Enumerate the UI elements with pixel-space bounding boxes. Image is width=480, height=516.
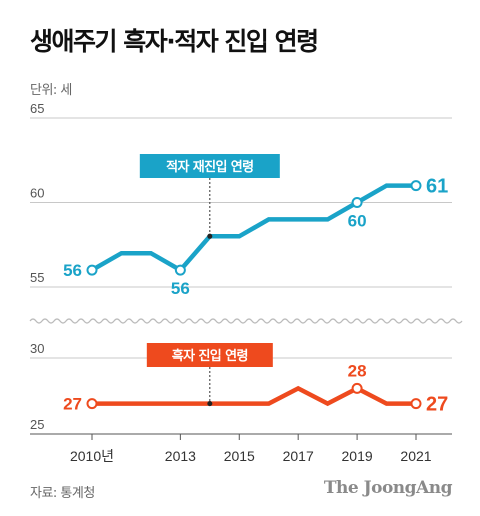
y-tick-label: 30	[30, 341, 44, 356]
data-label: 56	[63, 261, 82, 280]
source-label: 자료: 통계청	[30, 486, 95, 501]
axis-break	[29, 318, 463, 324]
data-marker	[351, 197, 363, 208]
series-line	[90, 183, 416, 273]
data-label: 61	[426, 176, 448, 198]
x-tick-label: 2017	[283, 448, 314, 464]
x-tick-label: 2015	[224, 448, 255, 464]
life-cycle-chart: 65 60 55 적자 재진입 연령 56 56 60 61 30 25 흑자 진입 연령 27 28 2…	[29, 101, 463, 464]
annotation-dot	[207, 233, 213, 239]
y-tick-label: 25	[30, 417, 44, 432]
unit-label: 단위: 세	[30, 83, 72, 98]
annotation-tag	[146, 343, 273, 367]
series-line	[92, 385, 416, 407]
annotation-tag	[139, 154, 280, 178]
data-label: 27	[63, 395, 82, 414]
chart-title: 생애주기 흑자·적자 진입 연령	[30, 27, 319, 56]
data-label: 27	[426, 394, 448, 416]
data-marker	[351, 382, 363, 394]
y-tick-label: 65	[30, 101, 44, 116]
data-label: 56	[171, 279, 190, 298]
data-label: 28	[348, 361, 367, 380]
x-tick-label: 2019	[342, 448, 373, 464]
x-tick-label: 2013	[165, 448, 196, 464]
data-marker	[86, 264, 98, 276]
y-tick-label: 60	[30, 186, 44, 201]
data-marker	[174, 264, 186, 276]
y-tick-label: 55	[30, 270, 44, 285]
brand-logo: The JoongAng	[323, 478, 453, 498]
data-marker	[410, 398, 422, 410]
x-tick-label: 2021	[400, 448, 431, 464]
data-marker	[410, 180, 422, 192]
data-marker	[86, 398, 98, 410]
annotation-label: 적자 재진입 연령	[166, 159, 253, 175]
annotation-dot	[207, 401, 213, 407]
annotation-label: 흑자 진입 연령	[172, 348, 248, 364]
x-tick-label: 2010년	[70, 448, 114, 464]
data-label: 60	[348, 212, 367, 231]
